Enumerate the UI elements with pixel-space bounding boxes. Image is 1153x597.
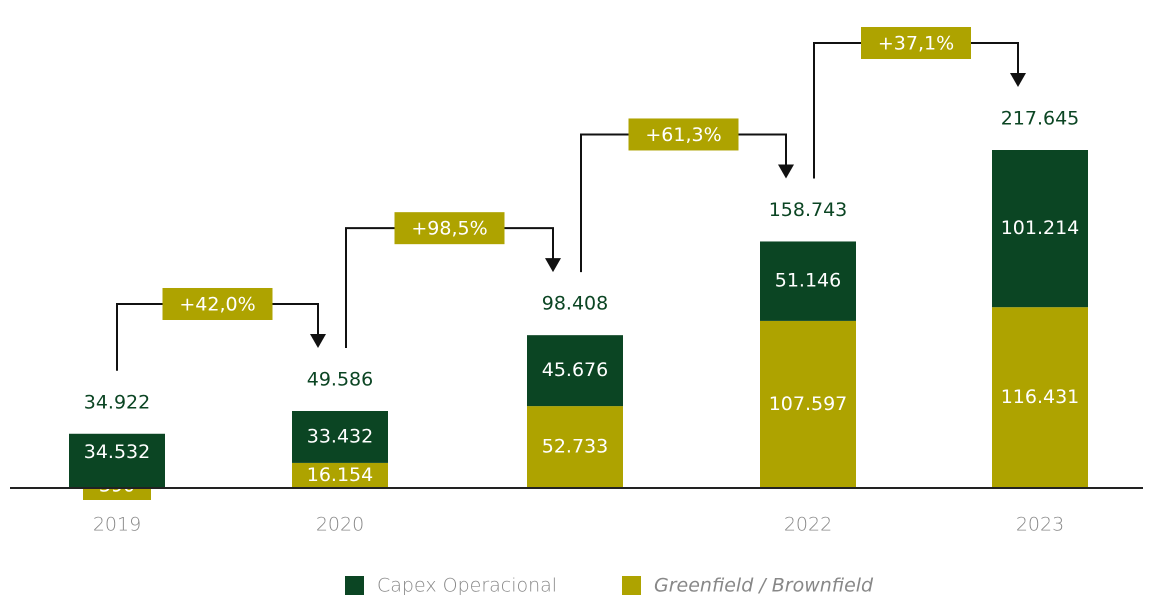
bar-segment (69, 433, 165, 488)
total-label: 34.922 (84, 391, 150, 413)
growth-bracket (580, 133, 787, 273)
segment-label: 33.432 (307, 425, 373, 447)
growth-label: +42,0% (179, 293, 255, 315)
bar-segment (527, 335, 623, 407)
bar-segment (292, 462, 388, 488)
x-tick-label: 2020 (316, 514, 364, 536)
growth-box (394, 212, 505, 245)
segment-label: 51.146 (775, 270, 841, 292)
total-label: 49.586 (307, 368, 373, 390)
growth-label: +61,3% (645, 124, 721, 146)
segment-label: 34.532 (84, 441, 150, 463)
total-label: 98.408 (542, 293, 608, 315)
legend-label: Capex Operacional (377, 575, 557, 597)
total-label: 217.645 (1001, 108, 1080, 130)
segment-label: 45.676 (542, 359, 608, 381)
bar-segment (992, 150, 1088, 308)
x-tick-label: 2019 (93, 514, 141, 536)
growth-box (861, 27, 971, 59)
segment-label: 107.597 (769, 393, 848, 415)
total-label: 158.743 (769, 199, 848, 221)
bar-segment (760, 320, 856, 488)
segment-label: 101.214 (1001, 217, 1080, 239)
growth-box (628, 118, 739, 151)
growth-label: +98,5% (411, 218, 487, 240)
bar-segment (527, 406, 623, 488)
growth-label: +37,1% (878, 33, 954, 55)
bar-segment (292, 410, 388, 463)
segment-label: 52.733 (542, 436, 608, 458)
growth-bracket (813, 42, 1019, 179)
segment-label: 16.154 (307, 464, 373, 486)
arrow-head (778, 164, 794, 179)
growth-bracket (345, 227, 554, 348)
legend-swatch (622, 576, 641, 595)
arrow-head (545, 258, 561, 273)
segment-label: 116.431 (1001, 386, 1080, 408)
bar-segment (760, 241, 856, 321)
legend-swatch (345, 576, 364, 595)
growth-box (162, 287, 273, 320)
x-tick-label: 2022 (784, 514, 832, 536)
arrow-head (1010, 73, 1026, 87)
x-tick-label: 2023 (1016, 514, 1064, 536)
legend-label: Greenfield / Brownfield (654, 575, 874, 597)
arrow-head (310, 333, 326, 348)
bar-segment (992, 307, 1088, 488)
